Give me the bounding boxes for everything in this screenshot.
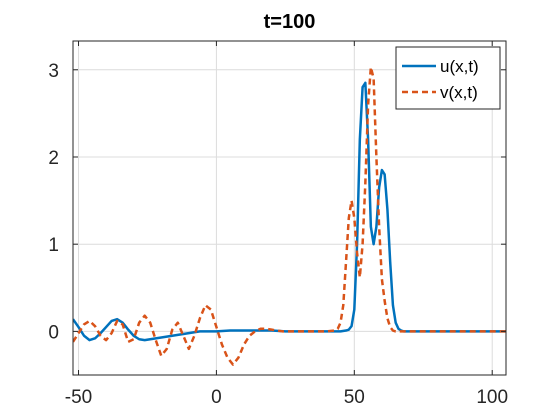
legend-label: u(x,t) bbox=[440, 57, 479, 76]
ticks: -50 0 50 100 0 1 2 3 bbox=[48, 41, 508, 408]
legend-label: v(x,t) bbox=[440, 83, 478, 102]
chart-title: t=100 bbox=[264, 11, 316, 33]
y-tick-label: 1 bbox=[48, 235, 59, 256]
series-line-v bbox=[73, 65, 506, 366]
legend-box bbox=[395, 46, 501, 110]
x-tick-label: 50 bbox=[344, 387, 365, 408]
x-tick-label: 100 bbox=[476, 387, 508, 408]
x-tick-label: -50 bbox=[65, 387, 92, 408]
legend: u(x,t) v(x,t) bbox=[395, 46, 501, 110]
y-tick-label: 0 bbox=[48, 322, 59, 343]
x-tick-label: 0 bbox=[211, 387, 222, 408]
plot-frame bbox=[72, 40, 507, 376]
y-tick-label: 2 bbox=[48, 148, 59, 169]
y-tick-label: 3 bbox=[48, 61, 59, 82]
series-group bbox=[73, 65, 506, 366]
